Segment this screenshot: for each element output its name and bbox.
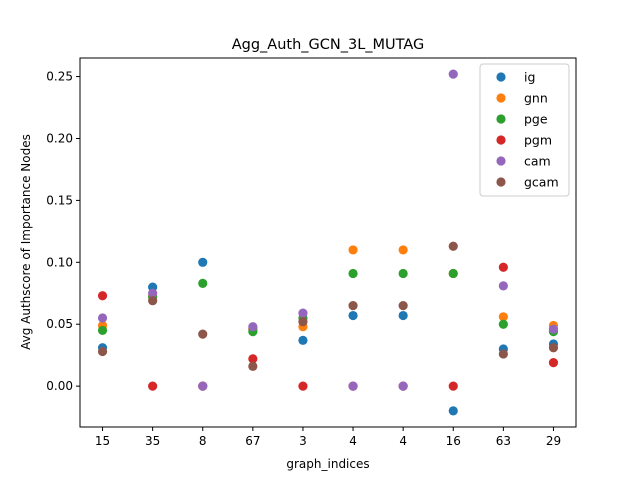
data-point-ig: [398, 310, 408, 321]
x-tick-label: 4: [399, 434, 407, 448]
legend-label-cam: cam: [524, 154, 551, 169]
data-point-cam: [298, 308, 308, 318]
y-tick-label: 0.15: [46, 193, 73, 207]
data-point-pgm: [97, 291, 108, 301]
data-point-ig: [198, 257, 208, 267]
data-point-gcam: [198, 329, 208, 339]
data-point-cam: [548, 324, 559, 334]
legend-label-pge: pge: [524, 112, 548, 127]
y-tick-label: 0.10: [46, 255, 73, 269]
data-point-gcam: [448, 241, 458, 251]
legend: ig gnn pge pgm cam gcam: [479, 63, 570, 197]
y-tick-label: 0.00: [46, 379, 73, 393]
legend-marker-ig: [496, 72, 506, 82]
data-point-cam: [97, 313, 108, 323]
legend-label-pgm: pgm: [524, 133, 552, 148]
y-tick-label: 0.25: [46, 70, 73, 84]
x-tick-label: 67: [245, 434, 260, 448]
chart-title: Agg_Auth_GCN_3L_MUTAG: [232, 37, 425, 53]
data-point-pge: [448, 268, 458, 279]
x-tick-label: 15: [95, 434, 110, 448]
x-tick-label: 35: [145, 434, 160, 448]
data-point-pge: [348, 268, 358, 279]
legend-label-gcam: gcam: [524, 175, 559, 190]
plot-area: 15 35 8 67 3 4 4 16 63 29 0.00 0.05 0.10 0.15 0.20 0.25: [46, 57, 577, 448]
x-tick-label: 29: [546, 434, 561, 448]
data-point-gnn: [348, 245, 358, 255]
axes-frame: [79, 57, 577, 428]
data-point-pgm: [148, 381, 158, 391]
data-point-cam: [498, 281, 508, 291]
data-point-gcam: [248, 361, 258, 371]
data-point-gnn: [498, 312, 508, 322]
data-point-gcam: [498, 349, 508, 359]
x-tick-label: 16: [446, 434, 461, 448]
y-tick-label: 0.05: [46, 317, 73, 331]
legend-marker-cam: [496, 156, 506, 166]
x-tick-label: 3: [299, 434, 307, 448]
x-tick-label: 63: [496, 434, 511, 448]
data-point-gcam: [348, 301, 358, 311]
x-axis-label: graph_indices: [286, 457, 369, 471]
data-point-ig: [348, 310, 358, 321]
y-tick-label: 0.20: [46, 131, 73, 145]
data-point-cam: [248, 322, 258, 332]
y-axis-label: Avg Authscore of Importance Nodes: [19, 134, 33, 350]
data-point-gcam: [148, 296, 158, 306]
x-tick-label: 4: [349, 434, 357, 448]
series-cam: [97, 69, 559, 391]
data-point-pgm: [498, 262, 508, 272]
series-gcam: [97, 241, 559, 371]
data-point-pgm: [298, 381, 308, 391]
legend-marker-gnn: [496, 93, 506, 103]
data-point-pge: [398, 268, 408, 279]
data-point-gcam: [548, 343, 559, 353]
data-point-gcam: [298, 317, 308, 327]
data-point-pgm: [248, 354, 258, 364]
data-point-cam: [198, 381, 208, 391]
data-point-pge: [97, 325, 108, 336]
data-point-pgm: [448, 381, 458, 391]
legend-marker-gcam: [496, 177, 506, 187]
x-tick-label: 8: [199, 434, 207, 448]
data-point-pge: [498, 319, 508, 329]
data-point-gcam: [398, 301, 408, 311]
data-point-pgm: [548, 358, 559, 368]
data-point-gnn: [398, 245, 408, 255]
data-point-cam: [148, 288, 158, 298]
legend-marker-pge: [496, 114, 506, 124]
data-point-gcam: [97, 346, 108, 357]
data-point-cam: [448, 69, 458, 79]
data-point-cam: [398, 381, 408, 391]
data-point-ig: [298, 335, 308, 345]
legend-label-ig: ig: [524, 70, 535, 85]
legend-marker-pgm: [496, 135, 506, 145]
data-point-pge: [198, 278, 208, 288]
data-point-cam: [348, 381, 358, 391]
legend-label-gnn: gnn: [524, 91, 548, 106]
data-point-ig: [448, 406, 458, 416]
